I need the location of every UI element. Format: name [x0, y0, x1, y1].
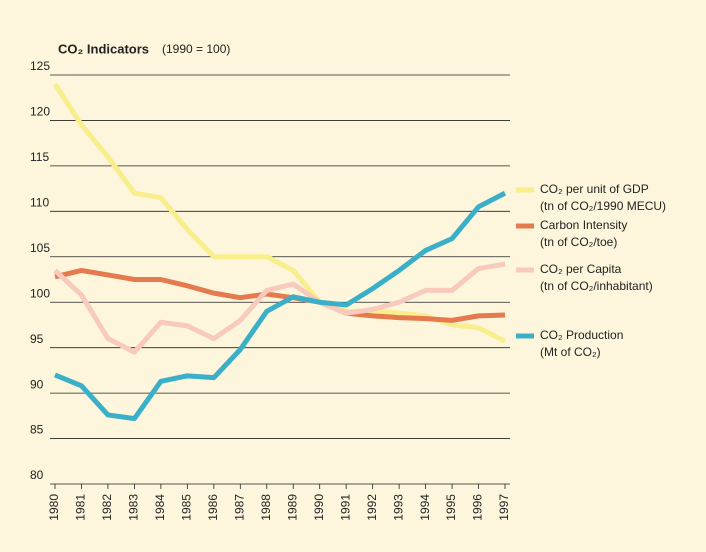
legend-label: CO₂ per Capita	[540, 262, 622, 276]
x-tick-label: 1997	[497, 494, 511, 521]
legend-unit: (Mt of CO₂)	[540, 345, 601, 359]
line	[54, 267, 506, 323]
line	[53, 261, 506, 355]
y-tick-label: 80	[30, 468, 44, 482]
x-tick-label: 1986	[206, 494, 220, 521]
y-tick-label: 90	[30, 377, 44, 391]
x-tick-label: 1991	[338, 494, 352, 521]
legend-unit: (tn of CO₂/1990 MECU)	[540, 199, 666, 213]
y-tick-label: 85	[30, 423, 44, 437]
x-tick-label: 1980	[47, 494, 61, 521]
line	[54, 190, 507, 422]
x-tick-label: 1996	[471, 494, 485, 521]
x-tick-label: 1985	[180, 494, 194, 521]
chart-subtitle: (1990 = 100)	[162, 42, 230, 56]
y-tick-label: 100	[30, 286, 50, 300]
x-tick-label: 1983	[127, 494, 141, 521]
x-tick-label: 1981	[74, 494, 88, 521]
legend-label: CO₂ per unit of GDP	[540, 182, 649, 196]
x-tick-label: 1994	[418, 494, 432, 521]
y-tick-label: 95	[30, 332, 44, 346]
legend-label: Carbon Intensity	[540, 218, 627, 232]
x-tick-label: 1987	[232, 494, 246, 521]
y-tick-label: 115	[30, 150, 49, 164]
x-tick-label: 1989	[285, 494, 299, 521]
y-tick-label: 125	[30, 59, 50, 73]
x-tick-label: 1993	[391, 494, 405, 521]
x-tick-label: 1988	[259, 494, 273, 521]
x-tick-label: 1995	[444, 494, 458, 521]
x-tick-label: 1992	[365, 494, 379, 521]
y-tick-label: 120	[30, 105, 50, 119]
chart-title: CO₂ Indicators	[58, 41, 149, 56]
x-tick-label: 1990	[312, 494, 326, 521]
y-tick-label: 105	[30, 241, 50, 255]
legend-label: CO₂ Production	[540, 328, 623, 342]
x-tick-label: 1984	[153, 494, 167, 521]
y-tick-label: 110	[30, 196, 49, 210]
legend-unit: (tn of CO₂/inhabitant)	[540, 279, 653, 293]
legend-unit: (tn of CO₂/toe)	[540, 235, 617, 249]
x-tick-label: 1982	[100, 494, 114, 521]
